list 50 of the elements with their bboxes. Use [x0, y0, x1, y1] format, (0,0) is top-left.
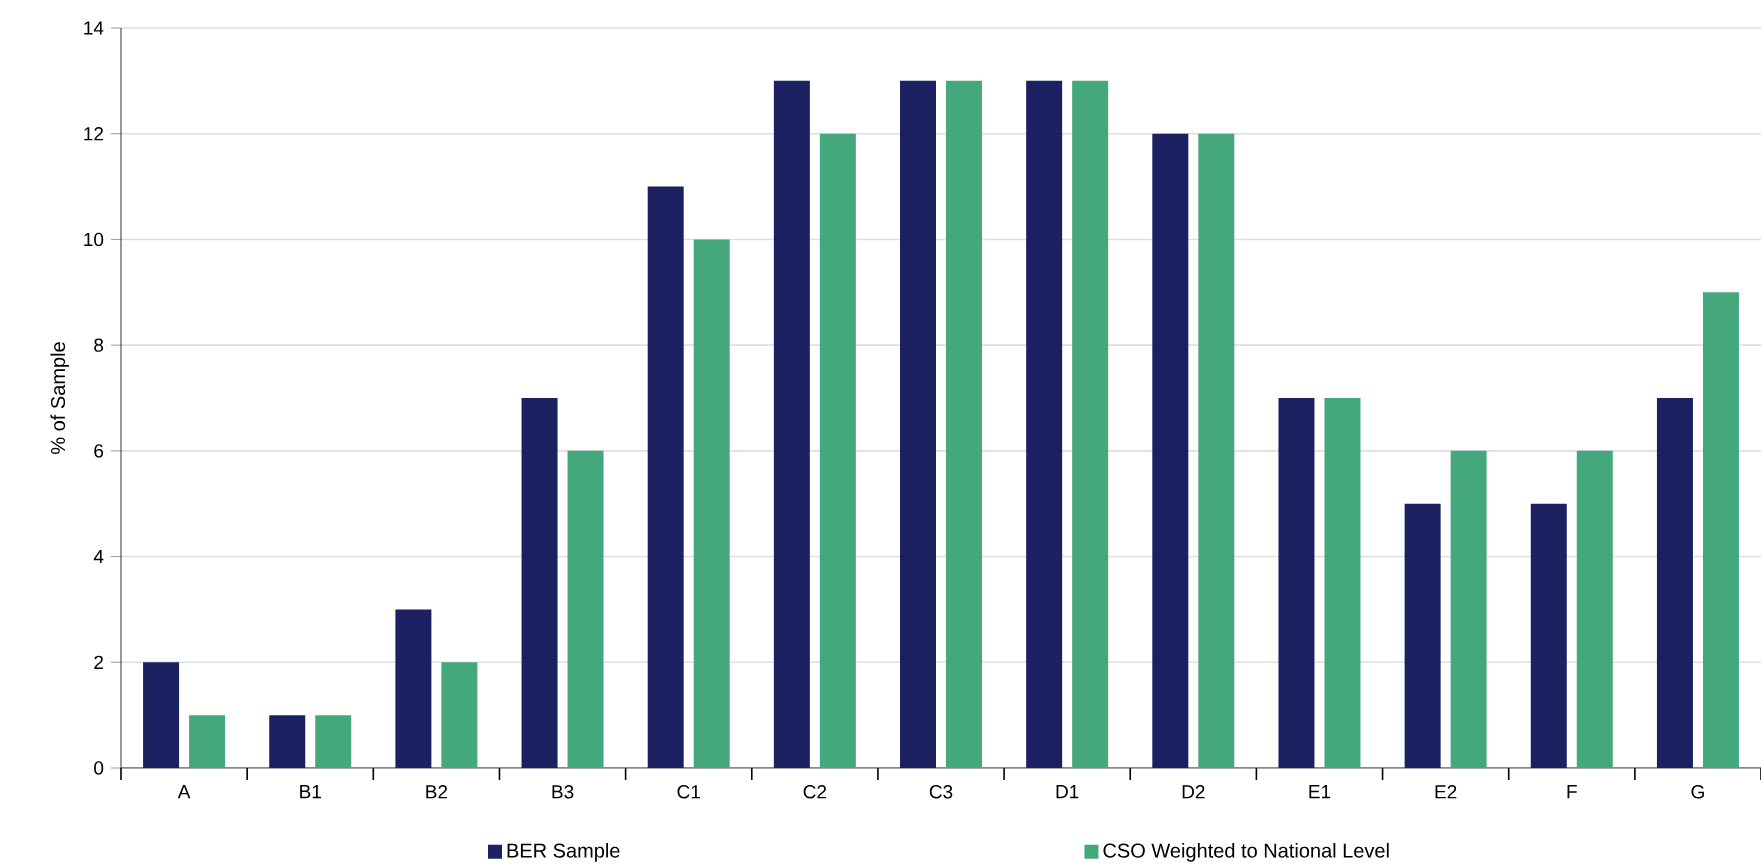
y-tick-label: 8 — [94, 338, 104, 352]
legend-label: BER Sample — [507, 843, 620, 862]
bar — [900, 80, 937, 768]
bar — [567, 450, 604, 768]
bar — [1404, 503, 1441, 768]
bar — [143, 662, 180, 768]
bar — [1026, 80, 1063, 768]
bar — [395, 609, 432, 768]
bar — [521, 398, 558, 768]
bar — [441, 662, 478, 768]
bar — [693, 239, 730, 768]
legend-label: CSO Weighted to National Level — [1103, 843, 1389, 862]
bar — [647, 186, 684, 768]
bar — [946, 80, 983, 768]
y-tick-label: 2 — [94, 655, 103, 669]
x-tick-label: B1 — [300, 785, 321, 799]
y-tick-label: 4 — [93, 550, 104, 564]
bar — [819, 133, 856, 768]
bar — [315, 715, 352, 768]
y-tick-label: 10 — [84, 232, 104, 247]
bar — [773, 80, 810, 768]
bar — [189, 715, 226, 768]
bar — [1656, 398, 1693, 768]
x-tick-label: C3 — [929, 785, 953, 799]
y-tick-label: 0 — [94, 761, 104, 775]
bar — [1576, 450, 1613, 768]
y-tick-label: 14 — [84, 21, 104, 35]
x-tick-label: F — [1567, 785, 1577, 799]
x-tick-label: G — [1691, 785, 1704, 799]
x-tick-label: A — [177, 785, 191, 799]
x-tick-label: B3 — [552, 785, 574, 799]
x-tick-label: E2 — [1435, 785, 1457, 799]
y-tick-label: 6 — [94, 444, 104, 458]
y-tick-label: 12 — [84, 127, 103, 141]
bar — [269, 715, 306, 768]
bar — [1278, 398, 1315, 768]
bar — [1198, 133, 1235, 768]
bar — [1152, 133, 1189, 768]
y-axis-title: % of Sample — [50, 342, 70, 454]
bar — [1702, 292, 1739, 768]
x-tick-label: C2 — [803, 785, 827, 799]
x-tick-label: D1 — [1056, 785, 1079, 799]
x-tick-label: C1 — [677, 785, 700, 799]
bar — [1324, 398, 1361, 768]
bar — [1072, 80, 1109, 768]
x-tick-label: E1 — [1309, 785, 1331, 799]
x-tick-label: D2 — [1182, 785, 1205, 799]
bar — [1530, 503, 1567, 768]
x-tick-label: B2 — [426, 785, 448, 799]
bar — [1450, 450, 1487, 768]
